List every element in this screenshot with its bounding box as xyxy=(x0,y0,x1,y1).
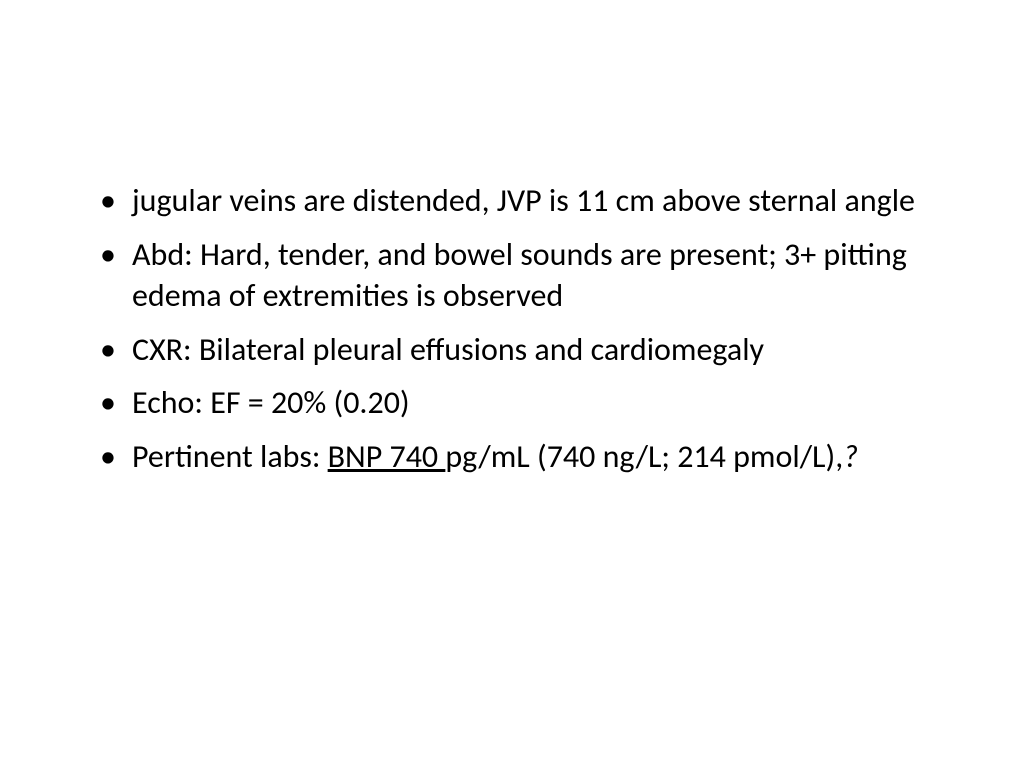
list-item: CXR: Bilateral pleural effusions and car… xyxy=(90,329,934,371)
bullet-text: CXR: Bilateral pleural effusions and car… xyxy=(132,330,764,369)
bullet-text-suffix: pg/mL (740 ng/L; 214 pmol/L), xyxy=(445,437,843,476)
bullet-text-trailing: ? xyxy=(843,437,858,476)
list-item: Echo: EF = 20% (0.20) xyxy=(90,382,934,424)
bullet-text: Abd: Hard, tender, and bowel sounds are … xyxy=(132,235,907,316)
list-item: Abd: Hard, tender, and bowel sounds are … xyxy=(90,234,934,317)
list-item: jugular veins are distended, JVP is 11 c… xyxy=(90,180,934,222)
bullet-list: jugular veins are distended, JVP is 11 c… xyxy=(90,180,934,478)
bullet-text-prefix: Pertinent labs: xyxy=(132,437,328,476)
list-item: Pertinent labs: BNP 740 pg/mL (740 ng/L;… xyxy=(90,436,934,478)
bullet-text: Echo: EF = 20% (0.20) xyxy=(132,383,410,422)
slide: jugular veins are distended, JVP is 11 c… xyxy=(0,0,1024,768)
bullet-text: jugular veins are distended, JVP is 11 c… xyxy=(132,181,915,220)
bullet-text-underlined: BNP 740 xyxy=(328,437,446,476)
